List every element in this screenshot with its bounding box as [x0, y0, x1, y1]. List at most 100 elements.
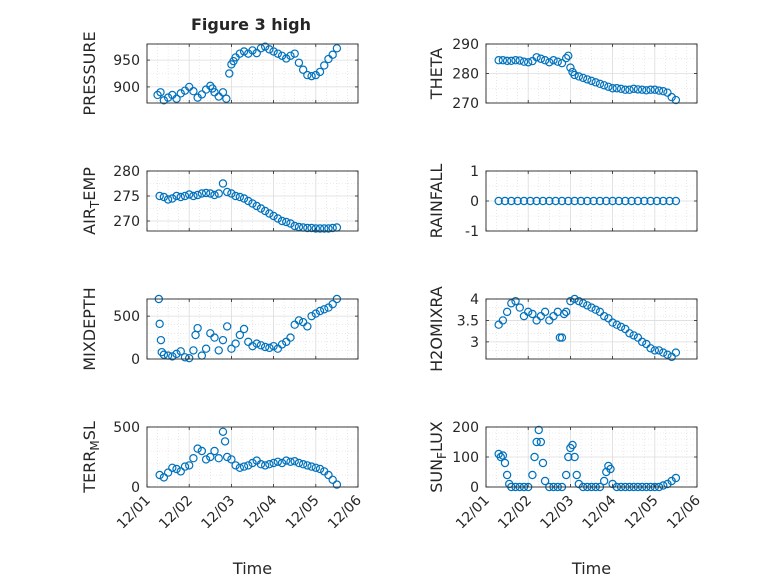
data-point: [557, 196, 567, 206]
data-point: [564, 452, 573, 462]
data-point: [282, 217, 291, 227]
x-tick-label: 12/01: [114, 493, 154, 533]
data-point: [608, 84, 617, 93]
x-tick-label: 12/01: [453, 493, 493, 533]
data-point: [189, 86, 198, 96]
data-point: [576, 196, 586, 206]
data-point: [328, 223, 337, 233]
y-tick-label: 3.5: [457, 313, 479, 329]
data-point: [298, 317, 308, 327]
data-point: [526, 196, 535, 206]
data-point: [671, 473, 681, 483]
data-point: [545, 316, 554, 325]
data-point: [273, 457, 283, 466]
data-point: [159, 350, 169, 359]
data-point: [315, 67, 325, 77]
data-point: [184, 82, 194, 92]
data-point: [530, 452, 539, 462]
data-point: [608, 196, 617, 206]
y-tick-label: 280: [452, 67, 479, 83]
x-tick-label: 12/03: [537, 493, 577, 533]
data-point: [163, 468, 173, 477]
y-tick-label: 0: [131, 352, 140, 368]
data-point: [290, 221, 299, 231]
y-tick-label: 3: [470, 335, 479, 351]
data-point: [176, 192, 185, 202]
x-tick-label: 12/04: [580, 492, 620, 532]
data-point: [248, 458, 257, 468]
data-point: [252, 201, 261, 211]
data-point: [210, 333, 219, 342]
data-point: [286, 333, 295, 342]
data-point: [564, 196, 573, 206]
data-point: [176, 467, 185, 476]
data-point: [519, 196, 529, 206]
data-point: [227, 455, 236, 464]
y-tick-label: 270: [452, 96, 479, 112]
data-point: [206, 81, 215, 91]
data-point: [540, 307, 550, 317]
data-point: [570, 70, 579, 80]
data-point: [286, 457, 295, 466]
data-point: [239, 194, 249, 203]
data-point: [532, 53, 541, 62]
data-point: [498, 316, 508, 325]
data-point: [222, 187, 232, 197]
data-point: [303, 461, 312, 470]
data-point: [282, 337, 291, 347]
data-point: [265, 209, 274, 218]
data-point: [500, 458, 510, 468]
data-point: [578, 299, 588, 308]
data-point: [168, 352, 177, 361]
y-tick-label: 270: [113, 214, 140, 230]
data-point: [155, 319, 164, 329]
data-point: [265, 460, 274, 469]
subplot-h2omixra: 3 3.5 4 H2OMIXRA: [427, 286, 698, 372]
data-point: [511, 56, 520, 65]
y-axis-label: RAINFALL: [427, 164, 446, 239]
y-tick-label: 100: [452, 450, 479, 466]
data-point: [307, 462, 316, 471]
data-point: [239, 47, 249, 56]
y-tick-label: 290: [452, 37, 479, 53]
data-point: [587, 76, 596, 86]
data-point: [282, 456, 291, 465]
data-point: [218, 427, 228, 436]
data-point: [612, 320, 622, 329]
data-point: [256, 204, 266, 213]
data-point: [515, 56, 524, 65]
data-point: [260, 461, 270, 470]
data-point: [665, 196, 674, 206]
y-tick-label: 275: [113, 189, 140, 205]
data-point: [298, 460, 308, 469]
data-point: [650, 346, 660, 355]
data-point: [220, 437, 230, 446]
axes-box: [146, 298, 359, 360]
subplot-theta: 270 280 290 THETA: [427, 37, 698, 112]
data-point: [214, 189, 223, 198]
figure-title: Figure 3 high: [191, 15, 311, 34]
data-point: [294, 58, 304, 67]
data-point: [553, 57, 562, 66]
data-point: [532, 437, 541, 447]
data-point: [222, 94, 231, 103]
data-point: [627, 196, 636, 206]
data-point: [172, 94, 181, 103]
y-tick-label: 200: [452, 420, 479, 436]
data-point: [502, 56, 512, 66]
data-point: [260, 206, 270, 216]
data-point: [332, 223, 342, 232]
data-point: [534, 425, 543, 435]
data-point: [159, 96, 169, 105]
y-axis-label: MIXDEPTH: [80, 287, 99, 370]
data-point: [307, 223, 316, 233]
y-tick-label: 0: [470, 194, 479, 210]
data-point: [616, 322, 626, 332]
data-point: [214, 92, 223, 101]
data-point: [324, 224, 333, 233]
data-point: [269, 341, 278, 351]
data-point: [332, 44, 342, 53]
subplot-grid: 900 950 PRESSURE 270 280 290 THETA 270 275 280 AIR…: [80, 31, 704, 578]
data-point: [595, 307, 605, 317]
data-point: [608, 318, 617, 327]
